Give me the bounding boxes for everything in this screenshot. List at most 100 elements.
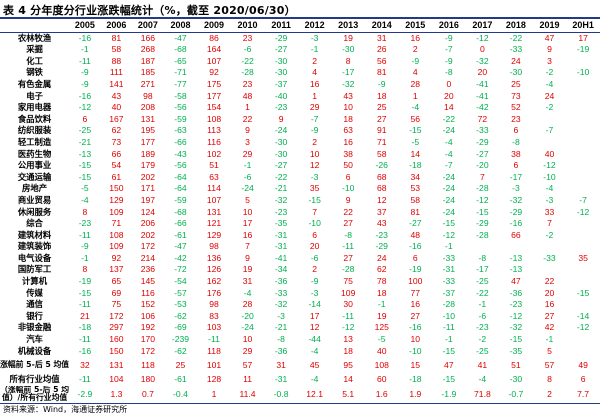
value-cell: -9 (310, 276, 319, 287)
industry-name: 有色金属 (17, 78, 52, 89)
value-cell: 208 (140, 102, 156, 113)
value-cell: 162 (206, 276, 222, 287)
value-cell: 28 (242, 299, 253, 310)
value-cell: -14 (576, 310, 590, 321)
value-cell: -12 (543, 160, 556, 171)
value-cell: -4 (310, 374, 319, 385)
value-cell (566, 276, 600, 288)
value-cell: -8 (344, 229, 353, 240)
industry-name: 食品饮料 (17, 113, 52, 124)
value-cell (566, 264, 600, 276)
value-cell: -2 (545, 102, 554, 113)
value-cell: 185 (140, 67, 156, 78)
value-cell: -1 (81, 44, 89, 55)
value-cell: -64 (174, 183, 187, 194)
value-cell (566, 137, 600, 149)
value-cell: 20 (544, 287, 555, 298)
value-cell: 14 (343, 374, 353, 385)
top-rule (0, 17, 600, 19)
value-cell: 111 (109, 67, 123, 78)
value-cell: 33 (544, 206, 555, 217)
value-cell: -24 (442, 125, 456, 136)
value-cell: -16 (409, 322, 422, 333)
value-cell: -23 (375, 229, 388, 240)
value-cell: 66 (511, 229, 521, 240)
table-row: 汽车 -11 160 170 -239 -11 10 -8 -44 13 -5 10 -1 -2 -15 -1 (0, 334, 600, 346)
value-cell: -29 (274, 32, 288, 43)
value-cell: -61 (174, 374, 187, 385)
value-cell: 75 (343, 276, 353, 287)
value-cell: -24 (274, 125, 288, 136)
value-cell: -63 (174, 125, 187, 136)
value-cell (566, 114, 600, 126)
value-cell: 25 (175, 360, 186, 371)
value-cell: 175 (206, 78, 222, 89)
value-cell: 102 (206, 148, 222, 159)
value-cell: -22 (274, 171, 288, 182)
value-cell: 6 (345, 171, 351, 182)
value-cell: -24 (442, 194, 456, 205)
value-cell: 179 (140, 160, 156, 171)
value-cell: 14 (444, 102, 454, 113)
value-cell: 27 (376, 113, 387, 124)
table-row: 通信 -11 75 152 -53 98 28 -32 -14 30 -1 16 -28 -1 -23 16 (0, 299, 600, 311)
industry-name: 所有行业均值 (9, 374, 60, 385)
industry-name: 纺织服装 (17, 125, 52, 136)
value-cell: 71 (376, 136, 387, 147)
value-cell: -12 (476, 194, 489, 205)
table-row: （涨幅前 5-后 5 均值）/所有行业均值 -2.9 1.3 0.7 -0.4 1 11.4… (0, 385, 600, 404)
value-cell: -23 (274, 206, 288, 217)
value-cell: 197 (140, 194, 156, 205)
header-cell-year: 2019 (532, 20, 567, 33)
header-cell-year: 2014 (364, 20, 399, 33)
value-cell: 16 (410, 32, 421, 43)
value-cell: 214 (140, 252, 156, 263)
value-cell: -62 (174, 310, 187, 321)
value-cell: 125 (374, 322, 389, 333)
value-cell: -42 (476, 102, 489, 113)
value-cell: 16 (242, 229, 253, 240)
source-note: 资料来源：Wind，海通证券研究所 (3, 405, 128, 414)
value-cell: 18 (343, 113, 353, 124)
value-cell: 25 (511, 78, 521, 89)
value-cell: 1 (312, 90, 318, 101)
value-cell: -32 (274, 299, 288, 310)
value-cell: 129 (206, 229, 222, 240)
value-cell: 6 (513, 160, 519, 171)
value-cell: 40 (111, 102, 122, 113)
table-title: 表 4 分年度分行业涨跌幅统计（%，截至 2020/06/30） (3, 4, 296, 17)
value-cell: -26 (375, 160, 388, 171)
value-cell: 128 (206, 374, 222, 385)
value-cell: -54 (174, 276, 187, 287)
value-cell: -2 (545, 67, 554, 78)
value-cell: -1 (243, 160, 252, 171)
value-cell: 176 (206, 287, 222, 298)
value-cell: 7.7 (566, 385, 600, 404)
value-cell: -24 (442, 206, 456, 217)
value-cell: 2 (312, 264, 318, 275)
value-cell: 47 (444, 360, 454, 371)
value-cell (533, 114, 567, 126)
value-cell: 109 (341, 287, 356, 298)
value-cell: 24 (511, 55, 521, 66)
value-cell: -0.7 (499, 385, 533, 404)
value-cell: 47 (544, 32, 555, 43)
value-cell: 47 (511, 276, 521, 287)
value-cell: 92 (209, 67, 219, 78)
value-cell: 60 (376, 374, 387, 385)
value-cell: -32 (509, 322, 523, 333)
value-cell: -12 (442, 229, 456, 240)
industry-name: 钢铁 (26, 67, 43, 78)
value-cell: -19 (409, 264, 422, 275)
table-row: 电子 -16 43 98 -58 177 48 -40 1 43 18 1 20 -41 73 24 (0, 91, 600, 103)
value-cell: -18 (409, 374, 422, 385)
value-cell: 71.8 (465, 385, 500, 404)
value-cell: 68 (376, 183, 387, 194)
value-cell: 131 (109, 360, 124, 371)
value-cell: 16 (410, 299, 421, 310)
value-cell: -37 (274, 78, 288, 89)
value-cell: 10 (309, 148, 320, 159)
value-cell: 29 (309, 102, 320, 113)
value-cell: 126 (206, 264, 222, 275)
table-row: 传媒 -15 69 116 -57 176 -4 -33 -3 109 18 77 -37 -22 -36 2… (0, 288, 600, 300)
